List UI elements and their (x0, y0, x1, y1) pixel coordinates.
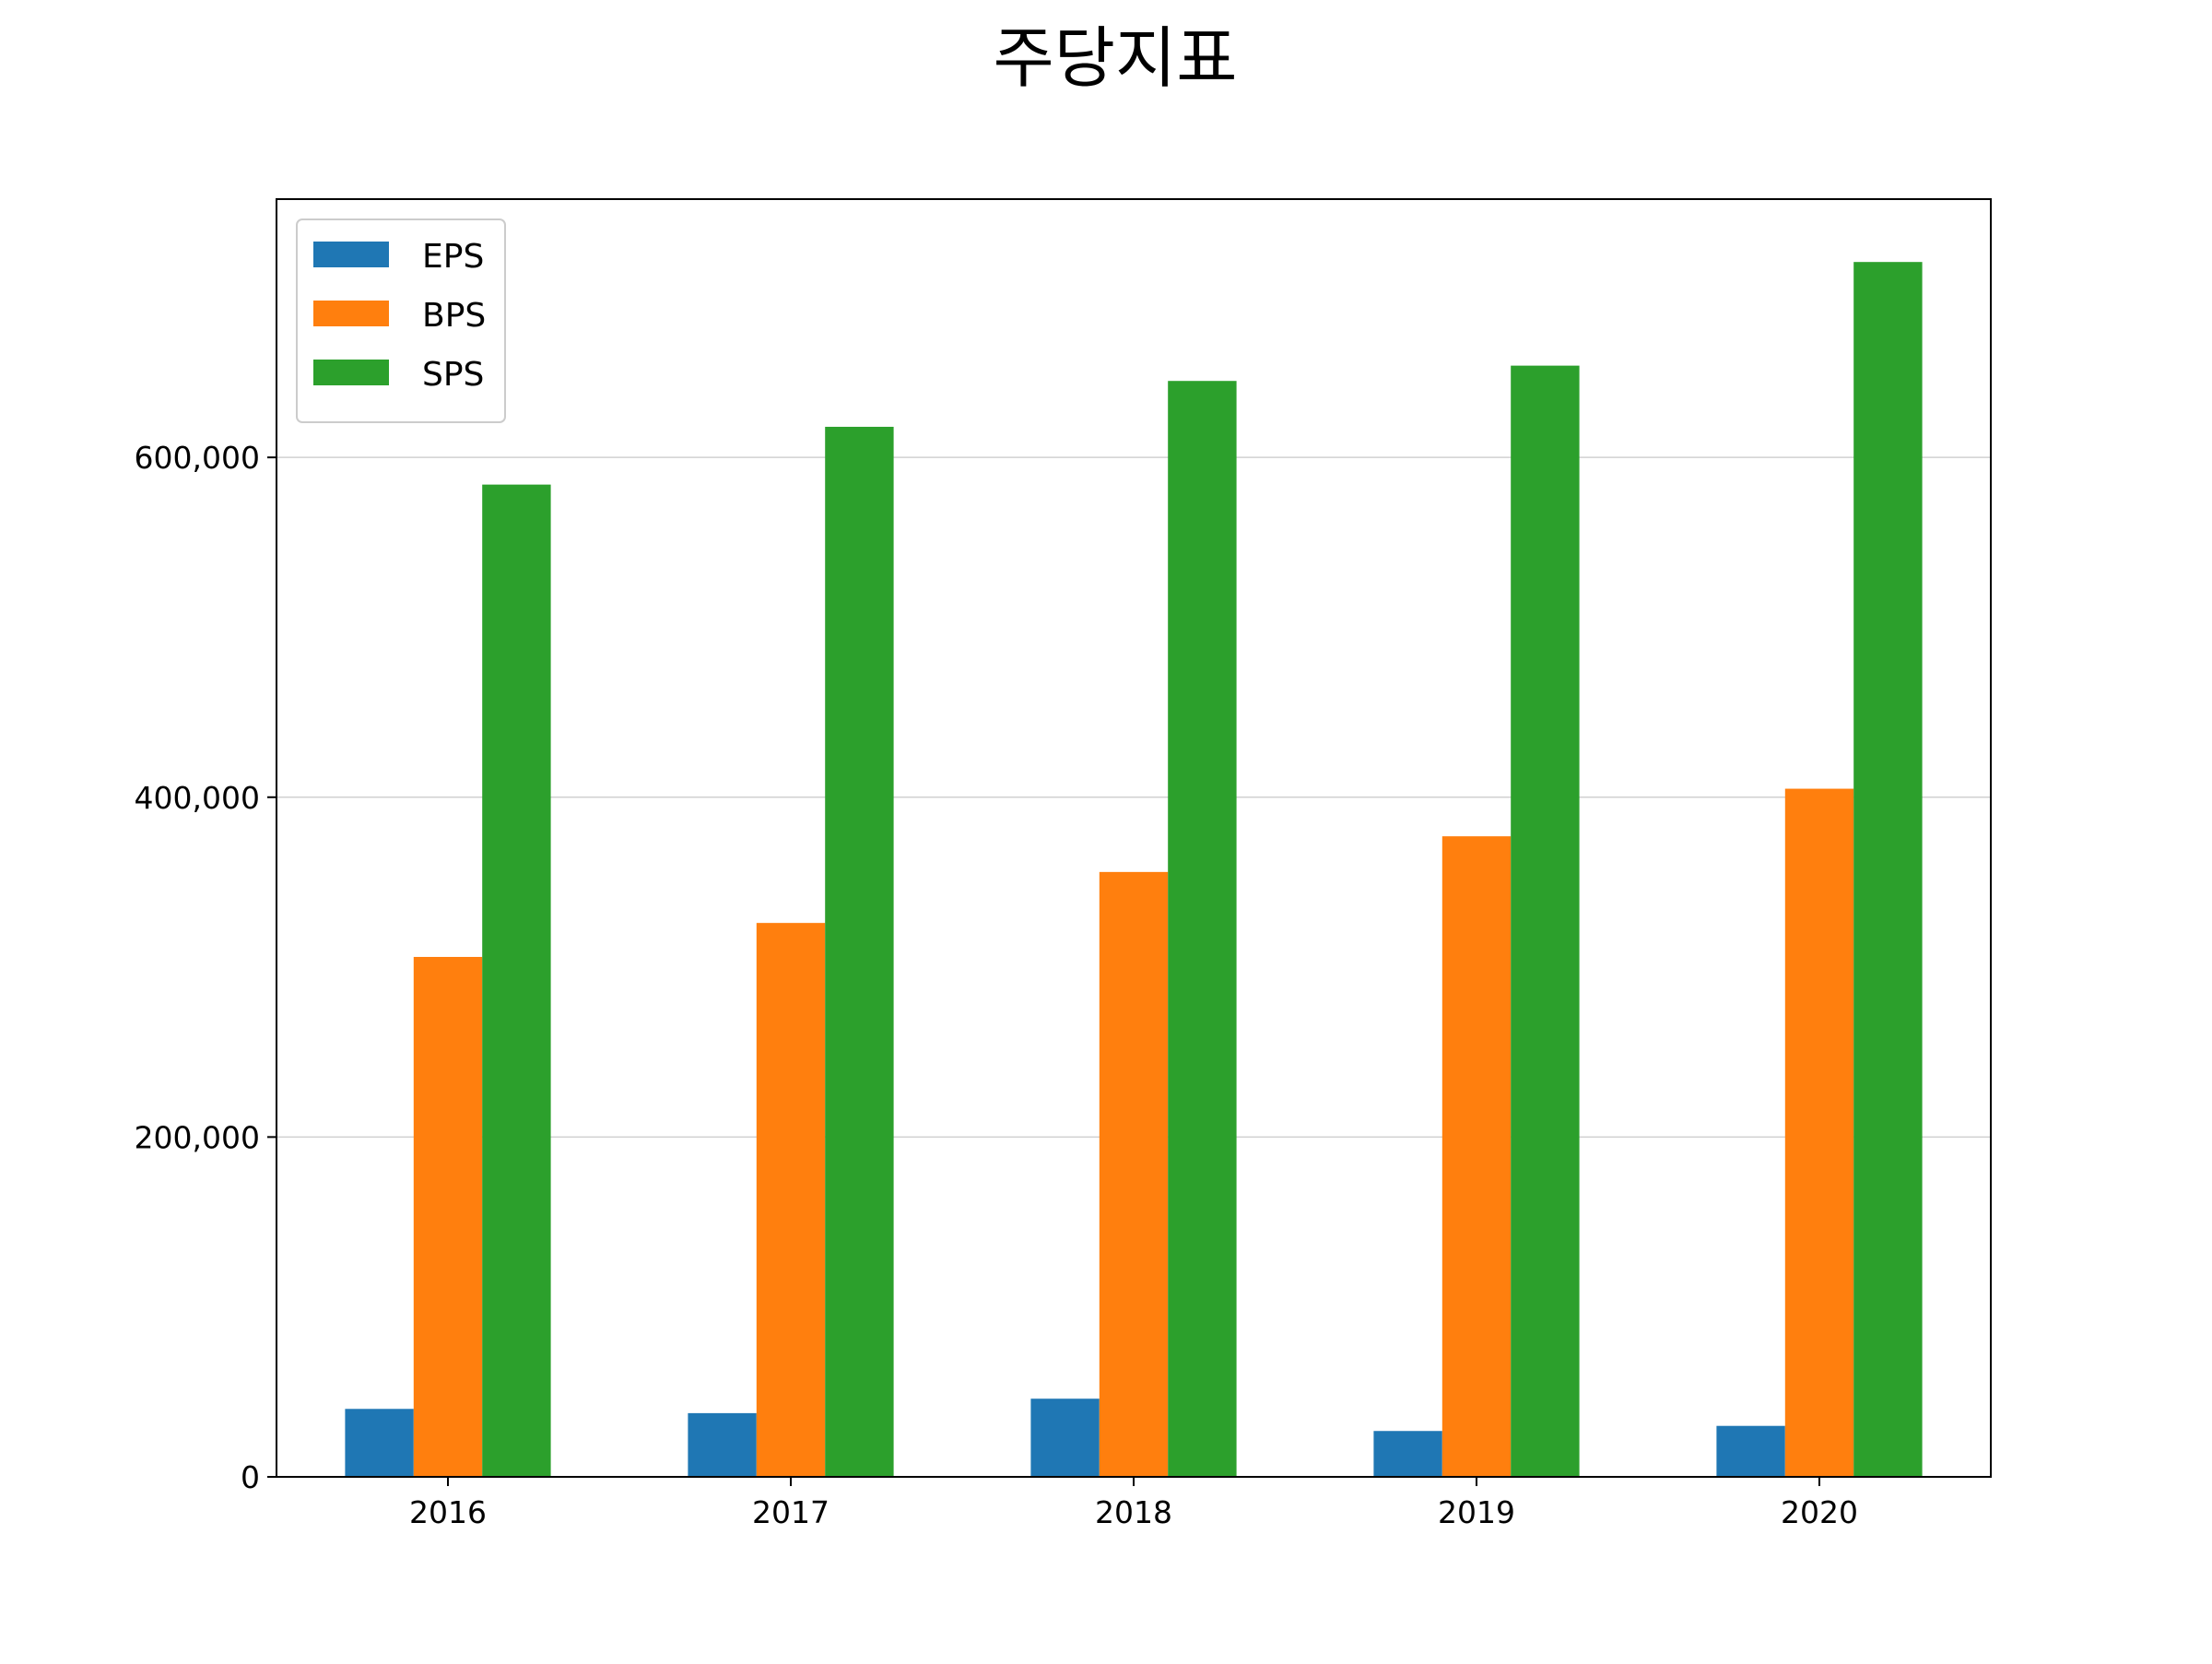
bar-bps-2016 (413, 957, 483, 1477)
y-tick-label: 400,000 (135, 780, 260, 816)
bar-sps-2018 (1168, 381, 1237, 1478)
bar-eps-2018 (1030, 1398, 1100, 1477)
bar-eps-2016 (345, 1409, 414, 1477)
bar-eps-2019 (1373, 1431, 1442, 1477)
y-tick-label: 200,000 (135, 1119, 260, 1155)
x-tick-label: 2016 (409, 1494, 487, 1530)
legend: EPS BPS SPS (296, 218, 506, 423)
x-tick-label: 2018 (1095, 1494, 1172, 1530)
bar-bps-2018 (1099, 871, 1169, 1477)
legend-label-eps: EPS (422, 238, 484, 276)
bar-bps-2017 (756, 923, 826, 1477)
x-tick-label: 2020 (1781, 1494, 1858, 1530)
x-tick-label: 2017 (752, 1494, 830, 1530)
x-axis: 2016 2017 2018 2019 2020 (409, 1477, 1858, 1530)
bars (345, 262, 1923, 1478)
bar-bps-2019 (1441, 836, 1512, 1477)
chart-title: 주당지표 (994, 19, 1238, 97)
legend-label-sps: SPS (422, 356, 484, 394)
y-axis: 0 200,000 400,000 600,000 (135, 440, 276, 1495)
bar-eps-2020 (1716, 1425, 1785, 1477)
y-tick-label: 600,000 (135, 440, 260, 476)
bar-sps-2016 (482, 484, 551, 1477)
legend-label-bps: BPS (422, 297, 486, 335)
legend-swatch-eps (313, 242, 389, 267)
bar-sps-2019 (1511, 365, 1580, 1478)
x-tick-label: 2019 (1438, 1494, 1515, 1530)
bar-sps-2017 (825, 426, 894, 1478)
bar-bps-2020 (1784, 788, 1854, 1477)
legend-swatch-bps (313, 301, 389, 326)
legend-swatch-sps (313, 360, 389, 385)
y-tick-label: 0 (241, 1459, 260, 1495)
bar-sps-2020 (1853, 262, 1923, 1478)
bar-eps-2017 (688, 1412, 757, 1477)
